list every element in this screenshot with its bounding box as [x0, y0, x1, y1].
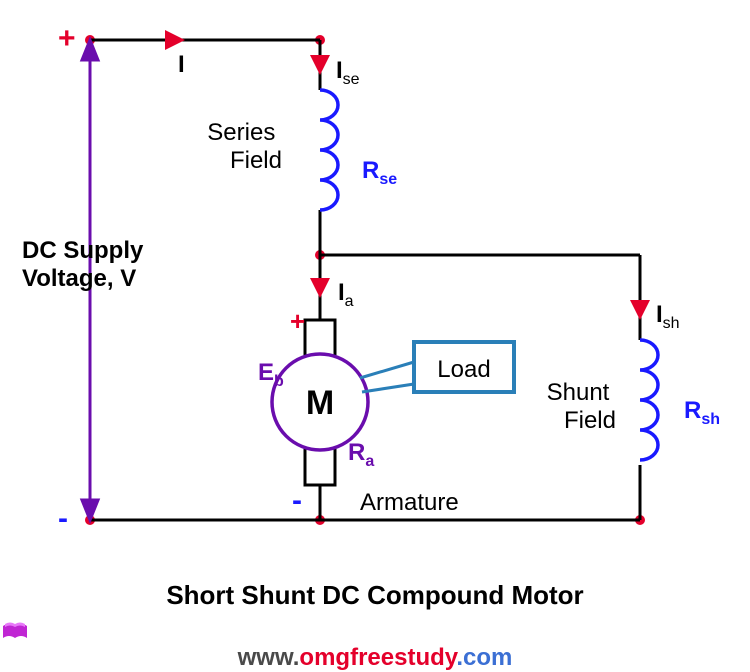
series-coil	[320, 90, 338, 210]
diagram-title: Short Shunt DC Compound Motor	[0, 580, 750, 611]
minus-terminal: -	[58, 502, 68, 535]
motor-label: M	[306, 384, 334, 422]
label-I: I	[178, 51, 185, 78]
circuit-diagram: M Load + - I Ise Series Field Rse Ia	[0, 0, 750, 560]
current-arrows	[165, 30, 650, 320]
label-Rsh: Rsh	[684, 397, 720, 428]
footer-prefix: www.	[238, 644, 300, 671]
label-Ish: Ish	[656, 301, 680, 332]
plus-terminal: +	[58, 22, 76, 55]
label-Ise: Ise	[336, 57, 360, 88]
footer-suffix: .com	[456, 644, 512, 671]
load: Load	[360, 342, 514, 392]
label-Ia: Ia	[338, 279, 354, 310]
motor-minus: -	[292, 484, 302, 517]
label-shunt-field: Shunt Field	[547, 379, 616, 434]
label-Rse: Rse	[362, 157, 397, 188]
label-series-field: Series Field	[207, 119, 282, 174]
label-Ra: Ra	[348, 439, 374, 470]
label-armature: Armature	[360, 489, 459, 516]
motor-plus: +	[290, 306, 305, 336]
label-Eb: Eb	[258, 359, 284, 390]
footer: www.omgfreestudy.com	[0, 620, 750, 672]
load-label: Load	[437, 356, 490, 383]
footer-mid: omgfreestudy	[299, 644, 456, 671]
book-icon	[0, 620, 30, 644]
shunt-coil	[640, 340, 658, 460]
labels: + - I Ise Series Field Rse Ia + - Eb Ra	[22, 22, 720, 535]
label-supply: DC Supply Voltage, V	[22, 237, 150, 292]
